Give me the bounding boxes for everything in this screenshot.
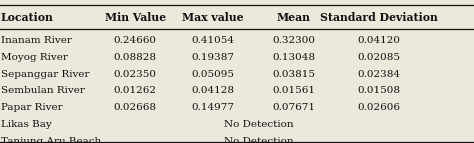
Text: 0.04120: 0.04120 xyxy=(358,36,401,45)
Text: 0.02085: 0.02085 xyxy=(358,53,401,62)
Text: Inanam River: Inanam River xyxy=(1,36,72,45)
Text: 0.08828: 0.08828 xyxy=(114,53,156,62)
Text: Moyog River: Moyog River xyxy=(1,53,68,62)
Text: 0.41054: 0.41054 xyxy=(192,36,235,45)
Text: 0.13048: 0.13048 xyxy=(273,53,315,62)
Text: Standard Deviation: Standard Deviation xyxy=(320,12,438,23)
Text: 0.02350: 0.02350 xyxy=(114,70,156,79)
Text: 0.04128: 0.04128 xyxy=(192,87,235,95)
Text: Max value: Max value xyxy=(182,12,244,23)
Text: 0.14977: 0.14977 xyxy=(192,103,235,112)
Text: Sembulan River: Sembulan River xyxy=(1,87,85,95)
Text: 0.19387: 0.19387 xyxy=(192,53,235,62)
Text: Likas Bay: Likas Bay xyxy=(1,120,52,129)
Text: 0.02606: 0.02606 xyxy=(358,103,401,112)
Text: Location: Location xyxy=(1,12,54,23)
Text: 0.01508: 0.01508 xyxy=(358,87,401,95)
Text: 0.05095: 0.05095 xyxy=(192,70,235,79)
Text: 0.01561: 0.01561 xyxy=(273,87,315,95)
Text: Tanjung Aru Beach: Tanjung Aru Beach xyxy=(1,137,101,143)
Text: 0.02668: 0.02668 xyxy=(114,103,156,112)
Text: Papar River: Papar River xyxy=(1,103,63,112)
Text: No Detection: No Detection xyxy=(224,120,293,129)
Text: 0.02384: 0.02384 xyxy=(358,70,401,79)
Text: 0.07671: 0.07671 xyxy=(273,103,315,112)
Text: 0.03815: 0.03815 xyxy=(273,70,315,79)
Text: 0.01262: 0.01262 xyxy=(114,87,156,95)
Text: 0.24660: 0.24660 xyxy=(114,36,156,45)
Text: No Detection: No Detection xyxy=(224,137,293,143)
Text: Sepanggar River: Sepanggar River xyxy=(1,70,90,79)
Text: Mean: Mean xyxy=(277,12,311,23)
Text: 0.32300: 0.32300 xyxy=(273,36,315,45)
Text: Min Value: Min Value xyxy=(105,12,165,23)
